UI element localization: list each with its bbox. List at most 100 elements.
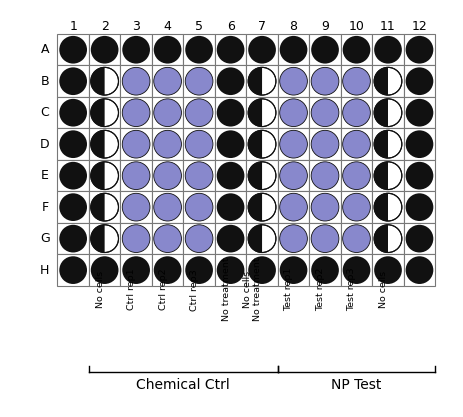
Circle shape [91,225,119,253]
Wedge shape [91,225,105,253]
Text: 1: 1 [69,20,77,33]
Wedge shape [374,99,388,127]
Bar [404,97,435,128]
Bar [372,254,404,286]
Circle shape [185,162,213,190]
Circle shape [248,162,276,190]
Circle shape [311,68,339,95]
Circle shape [248,193,276,221]
Circle shape [217,99,244,127]
Bar [341,254,372,286]
Circle shape [217,256,244,284]
Circle shape [406,225,433,253]
Bar [246,128,278,160]
Circle shape [374,131,402,158]
Circle shape [280,256,307,284]
Bar [57,65,89,97]
Bar [183,128,215,160]
Circle shape [185,36,213,63]
Circle shape [343,99,370,127]
Text: B: B [40,75,49,88]
Text: NP Test: NP Test [332,378,382,392]
Bar [278,97,309,128]
Bar [278,191,309,223]
Bar [57,34,89,65]
Text: No cells
No treatment: No cells No treatment [243,258,262,322]
Circle shape [248,131,276,158]
Bar [120,97,152,128]
Wedge shape [91,131,105,158]
Text: 12: 12 [412,20,427,33]
Bar [120,34,152,65]
Circle shape [217,68,244,95]
Text: 8: 8 [289,20,298,33]
Bar [309,128,341,160]
Circle shape [311,225,339,253]
Text: 7: 7 [258,20,266,33]
Text: 11: 11 [380,20,396,33]
Circle shape [154,256,181,284]
Circle shape [343,36,370,63]
Bar [309,223,341,254]
Bar [120,160,152,191]
Circle shape [311,131,339,158]
Circle shape [280,68,307,95]
Bar [278,65,309,97]
Bar [404,223,435,254]
Circle shape [217,131,244,158]
Circle shape [154,162,181,190]
Bar [152,97,183,128]
Bar [215,223,246,254]
Bar [372,160,404,191]
Bar [278,128,309,160]
Bar [404,65,435,97]
Bar [246,65,278,97]
Circle shape [280,193,307,221]
Circle shape [185,225,213,253]
Circle shape [248,68,276,95]
Wedge shape [374,131,388,158]
Bar [152,34,183,65]
Circle shape [185,131,213,158]
Bar [404,254,435,286]
Bar [89,65,120,97]
Bar [183,97,215,128]
Circle shape [122,36,150,63]
Bar [89,160,120,191]
Bar [372,223,404,254]
Text: E: E [41,169,49,182]
Bar [152,65,183,97]
Bar [215,65,246,97]
Circle shape [248,99,276,127]
Bar [57,191,89,223]
Bar [120,191,152,223]
Bar [278,34,309,65]
Bar [341,223,372,254]
Circle shape [154,36,181,63]
Circle shape [374,99,402,127]
Circle shape [343,225,370,253]
Bar [341,65,372,97]
Bar [152,254,183,286]
Text: Ctrl rep1: Ctrl rep1 [127,269,136,311]
Bar [372,34,404,65]
Text: C: C [40,106,49,119]
Circle shape [122,256,150,284]
Circle shape [406,162,433,190]
Circle shape [217,225,244,253]
Bar [246,191,278,223]
Bar [246,254,278,286]
Circle shape [91,99,119,127]
Wedge shape [248,131,262,158]
Bar [89,254,120,286]
Text: 4: 4 [163,20,172,33]
Circle shape [91,162,119,190]
Circle shape [280,225,307,253]
Bar [278,254,309,286]
Circle shape [154,225,181,253]
Text: A: A [41,43,49,56]
Bar [372,191,404,223]
Circle shape [122,131,150,158]
Bar [120,223,152,254]
Circle shape [311,99,339,127]
